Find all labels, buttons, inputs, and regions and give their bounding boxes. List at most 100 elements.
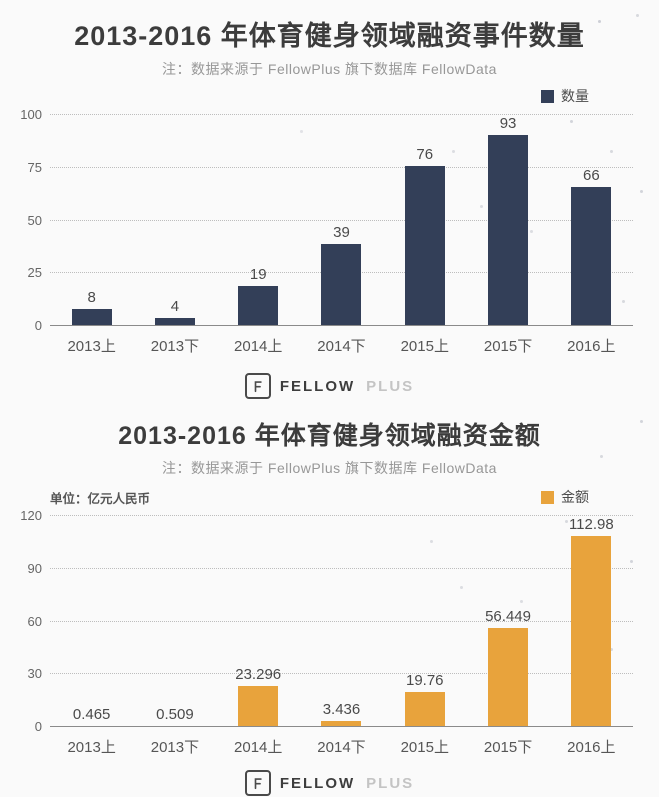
gridline-y-0: 0	[35, 719, 633, 734]
bar-value-label: 0.465	[72, 706, 111, 724]
bar-column: 0.465	[50, 516, 133, 727]
bars-container: 8 4 19 39 76 93 66	[50, 115, 633, 326]
bar	[71, 309, 112, 326]
gridline-y-120: 120	[20, 508, 633, 523]
y-tick-label: 75	[27, 159, 42, 175]
legend-label: 金额	[561, 489, 589, 505]
bar-column: 4	[133, 115, 216, 326]
bar-value-label: 76	[416, 145, 434, 163]
bar	[488, 627, 529, 727]
bar-value-label: 56.449	[485, 607, 531, 625]
legend-label: 数量	[561, 88, 589, 104]
legend-row: 数量	[50, 87, 589, 105]
legend: 数量	[541, 86, 589, 106]
x-axis-labels: 2013上 2013下 2014上 2014下 2015上 2015下 2016上	[50, 326, 633, 356]
bar-value-label: 4	[170, 297, 180, 315]
gridline-y-30: 30	[28, 666, 633, 681]
x-axis-labels: 2013上 2013下 2014上 2014下 2015上 2015下 2016上	[50, 727, 633, 757]
chart-source-note: 注：数据来源于 FellowPlus 旗下数据库 FellowData	[162, 61, 497, 77]
bar-value-label: 19	[249, 265, 267, 283]
chart-title: 2013-2016 年体育健身领域融资事件数量	[74, 21, 585, 51]
legend-row: 单位：亿元人民币 金额	[50, 488, 589, 506]
fellowplus-logo-icon	[244, 373, 271, 399]
bar-column: 39	[300, 115, 383, 326]
y-tick-label: 0	[34, 318, 42, 333]
bar-value-label: 93	[499, 115, 517, 132]
gridline-y-60: 60	[28, 614, 633, 629]
bar-value-label: 8	[87, 289, 96, 307]
x-tick-label: 2016上	[567, 338, 616, 355]
bar-value-label: 66	[582, 166, 600, 184]
fellowplus-logo: FELLOW PLUS	[0, 769, 659, 797]
x-tick-label: 2014上	[234, 338, 283, 355]
infographic-page: 2013-2016 年体育健身领域融资事件数量 注：数据来源于 FellowPl…	[0, 21, 659, 796]
bar-value-label: 19.76	[405, 672, 444, 690]
fellowplus-logo: FELLOW PLUS	[0, 372, 659, 400]
x-tick-label: 2015上	[400, 338, 449, 355]
x-tick-label: 2013下	[150, 739, 200, 756]
bar	[488, 135, 529, 326]
logo-text-secondary: PLUS	[366, 774, 415, 792]
x-tick-label: 2013上	[67, 338, 116, 355]
gridline-y-0: 0	[35, 318, 633, 333]
bar-column: 19	[217, 115, 300, 326]
x-tick-label: 2014下	[317, 739, 366, 756]
bar-value-label: 39	[333, 223, 350, 241]
y-tick-label: 120	[20, 508, 42, 523]
fellowplus-logo-icon	[244, 770, 271, 796]
y-tick-label: 25	[27, 265, 42, 281]
y-tick-label: 90	[27, 560, 42, 576]
y-tick-label: 0	[34, 719, 42, 734]
x-tick-label: 2013上	[67, 739, 116, 756]
bar-column: 76	[383, 115, 466, 326]
gridline-y-100: 100	[20, 107, 633, 122]
y-tick-label: 100	[20, 107, 42, 122]
chart-source-note: 注：数据来源于 FellowPlus 旗下数据库 FellowData	[162, 460, 497, 476]
bar-column: 56.449	[466, 516, 549, 727]
bar	[238, 686, 279, 727]
y-tick-label: 60	[27, 613, 42, 629]
bar	[404, 692, 445, 727]
gridline-y-50: 50	[28, 213, 633, 228]
chart-section-amount: 2013-2016 年体育健身领域融资金额 注：数据来源于 FellowPlus…	[0, 400, 659, 797]
bar	[404, 165, 445, 326]
bar-column: 0.509	[133, 516, 216, 727]
bar-column: 8	[50, 115, 133, 326]
legend-swatch	[541, 490, 554, 504]
x-tick-label: 2014下	[317, 338, 366, 355]
bar	[321, 720, 362, 727]
bar-chart-plot: 0 25 50 75 100 8 4 19 39 76 93 66	[20, 107, 633, 333]
bar-column: 3.436	[300, 516, 383, 727]
bars-container: 0.465 0.509 23.296 3.436 19.76 56.449 112.98	[50, 516, 633, 727]
bar-column: 66	[550, 115, 633, 326]
bar	[571, 186, 612, 326]
bar-value-label: 112.98	[568, 516, 614, 533]
logo-text-primary: FELLOW	[279, 774, 356, 792]
bar-column: 23.296	[217, 516, 300, 727]
bar	[571, 536, 612, 727]
bar	[238, 285, 279, 326]
chart-title: 2013-2016 年体育健身领域融资金额	[118, 422, 541, 450]
x-tick-label: 2015上	[400, 739, 449, 756]
legend: 金额	[541, 487, 589, 507]
gridline-y-90: 90	[28, 561, 633, 576]
x-tick-label: 2015下	[483, 739, 533, 756]
x-tick-label: 2014上	[234, 739, 283, 756]
bar-column: 93	[466, 115, 549, 326]
logo-text-secondary: PLUS	[366, 377, 415, 395]
bar-column: 19.76	[383, 516, 466, 727]
legend-swatch	[541, 89, 554, 103]
unit-label: 单位：亿元人民币	[50, 491, 151, 506]
gridline-y-75: 75	[28, 160, 633, 175]
bar	[154, 317, 195, 326]
x-tick-label: 2016上	[567, 739, 616, 756]
x-tick-label: 2015下	[483, 338, 533, 355]
x-tick-label: 2013下	[150, 338, 200, 355]
bar	[321, 243, 362, 326]
y-tick-label: 30	[27, 666, 42, 682]
bar-column: 112.98	[550, 516, 633, 727]
chart-section-event-count: 2013-2016 年体育健身领域融资事件数量 注：数据来源于 FellowPl…	[0, 21, 659, 400]
bar-value-label: 3.436	[322, 700, 361, 718]
bar-chart-plot: 0 30 60 90 120 0.465 0.509 23.296 3.436 19.76 56.4…	[20, 508, 633, 734]
bar-value-label: 0.509	[156, 706, 194, 724]
